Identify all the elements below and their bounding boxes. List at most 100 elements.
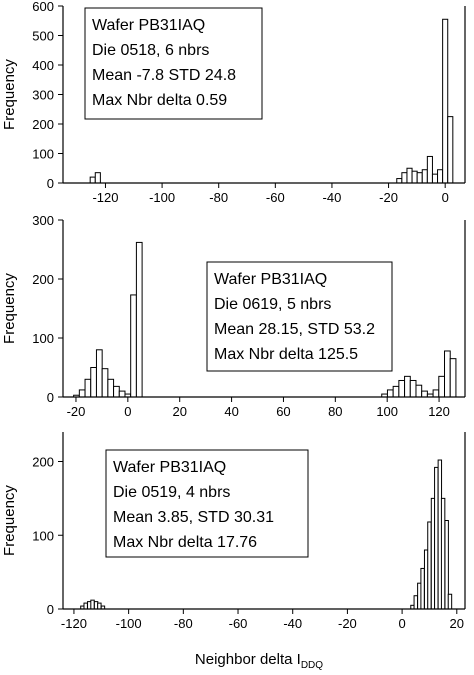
annotation-line: Mean 3.85, STD 30.31: [113, 509, 274, 526]
histogram-bar: [421, 390, 428, 398]
y-tick-label: 500: [32, 29, 54, 44]
histogram-bar: [421, 169, 428, 184]
annotation-box: [105, 449, 309, 558]
x-tick-label: -80: [174, 616, 193, 631]
annotation-box: [84, 7, 263, 120]
histogram-bar: [118, 390, 126, 398]
histogram-bar: [409, 379, 417, 398]
y-tick-label: 0: [47, 602, 54, 617]
annotation-line: Die 0619, 5 nbrs: [214, 296, 331, 313]
y-tick-label: 300: [32, 88, 54, 103]
y-tick-label: 300: [32, 213, 54, 228]
x-axis-label-main: Neighbor delta I: [195, 651, 301, 668]
histogram-bar: [437, 169, 444, 184]
histogram-bar: [83, 602, 88, 610]
x-axis-label-subscript: DDQ: [301, 660, 323, 671]
histogram-bar: [95, 349, 103, 398]
histogram-bar: [413, 595, 418, 610]
histogram-bar: [420, 567, 425, 610]
x-tick-label: 0: [398, 616, 405, 631]
x-tick-label: 20: [450, 616, 464, 631]
annotation-line: Mean -7.8 STD 24.8: [92, 67, 236, 84]
y-tick-label: 0: [47, 176, 54, 191]
histogram-bar: [432, 389, 440, 398]
x-tick-label: -20: [67, 404, 86, 419]
histogram-bar: [434, 466, 439, 610]
panel-1: -120 -100 -80 -60 -40 -20 0 0 100 200 300 400 500 600…: [1, 0, 466, 205]
histogram-bar: [431, 173, 439, 184]
x-tick-label: -60: [266, 190, 285, 205]
histogram-bar: [411, 170, 418, 184]
histogram-bar: [415, 384, 423, 398]
x-tick-label: 40: [224, 404, 238, 419]
annotation-line: Max Nbr delta 0.59: [92, 92, 227, 109]
y-tick-label: 100: [32, 147, 54, 162]
y-tick-label: 200: [32, 272, 54, 287]
histogram-bar: [90, 367, 97, 398]
histogram-bar: [406, 167, 413, 184]
panel-3: -120 -100 -80 -60 -40 -20 0 200100200FrequencyW…: [1, 432, 466, 671]
histogram-bar: [442, 18, 449, 184]
histogram-bar: [84, 378, 92, 398]
histogram-bar: [444, 350, 451, 398]
annotation-line: Wafer PB31IAQ: [214, 271, 327, 288]
y-tick-label: 200: [32, 117, 54, 132]
annotation-line: Wafer PB31IAQ: [113, 459, 226, 476]
y-axis-label: Frequency: [1, 485, 18, 556]
histogram-bar: [404, 375, 411, 398]
histogram-bar: [392, 385, 400, 398]
x-tick-label: 0: [442, 190, 449, 205]
histogram-bar: [401, 172, 408, 184]
x-tick-label: 60: [276, 404, 290, 419]
annotation-box: [206, 261, 393, 372]
histogram-bar: [107, 378, 115, 398]
y-tick-label: 0: [47, 390, 54, 405]
annotation-line: Die 0519, 4 nbrs: [113, 484, 230, 501]
y-tick-label: 400: [32, 58, 54, 73]
histogram-bar: [396, 178, 403, 184]
histogram-bar: [447, 593, 453, 610]
x-tick-label: -40: [323, 190, 342, 205]
histogram-bar: [416, 172, 423, 184]
x-tick-label: 80: [328, 404, 342, 419]
histogram-bar: [90, 599, 95, 610]
histogram-bar: [94, 172, 101, 184]
y-axis-label: Frequency: [1, 59, 18, 130]
annotation-line: Wafer PB31IAQ: [92, 17, 205, 34]
x-tick-label: 20: [172, 404, 186, 419]
x-tick-label: -100: [116, 616, 142, 631]
x-tick-label: -20: [379, 190, 398, 205]
histogram-bar: [440, 497, 446, 610]
annotation-line: Max Nbr delta 125.5: [214, 346, 358, 363]
histogram-bar: [386, 389, 394, 398]
histogram-bar: [438, 375, 446, 398]
x-tick-label: 120: [428, 404, 450, 419]
x-tick-label: -120: [92, 190, 118, 205]
x-tick-label: -40: [283, 616, 302, 631]
y-axis-label: Frequency: [1, 273, 18, 344]
histogram-bar: [426, 155, 433, 184]
histogram-bar: [427, 521, 432, 610]
x-axis-label: Neighbor delta IDDQ: [195, 651, 323, 671]
histogram-bar: [449, 358, 457, 398]
panel-2: -20 0 20 40 60 80 100 120 0 100 200 300 Frequency Waf…: [1, 213, 466, 419]
x-tick-label: -120: [61, 616, 87, 631]
y-tick-label: 100: [32, 528, 54, 543]
histogram-bar: [101, 368, 109, 398]
y-tick-label: 100: [32, 331, 54, 346]
histogram-bar: [135, 241, 143, 398]
histogram-bar: [89, 176, 96, 184]
x-tick-label: -20: [338, 616, 357, 631]
x-tick-label: -80: [209, 190, 228, 205]
annotation-line: Mean 28.15, STD 53.2: [214, 321, 375, 338]
histogram-bar: [398, 379, 406, 398]
y-tick-label: 600: [32, 0, 54, 14]
annotation-line: Max Nbr delta 17.76: [113, 534, 257, 551]
histogram-bar: [447, 116, 454, 184]
histogram-bar: [113, 385, 120, 398]
y-tick-label: 200: [32, 455, 54, 470]
histogram-bar: [78, 389, 86, 398]
x-tick-label: 100: [376, 404, 398, 419]
annotation-line: Die 0518, 6 nbrs: [92, 42, 209, 59]
